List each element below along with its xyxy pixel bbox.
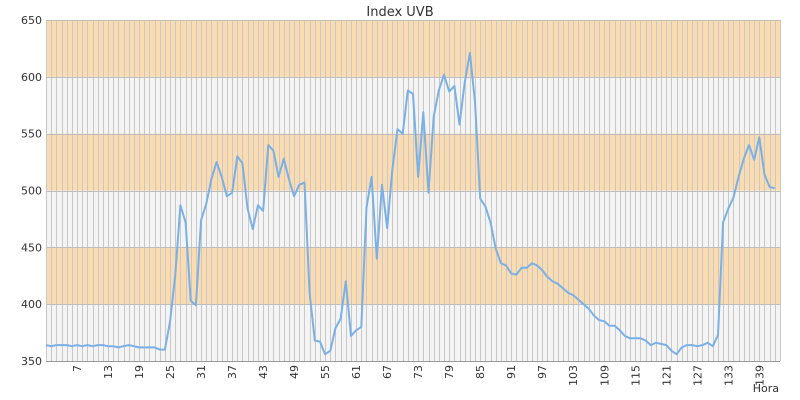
x-tick-label: 139 <box>753 365 766 386</box>
x-tick-label: 25 <box>164 365 177 379</box>
x-tick-label: 127 <box>691 365 704 386</box>
y-tick-label: 450 <box>21 241 42 254</box>
x-tick-label: 73 <box>412 365 425 379</box>
x-tick-label: 37 <box>226 365 239 379</box>
x-tick-label: 103 <box>567 365 580 386</box>
y-tick-label: 400 <box>21 298 42 311</box>
x-tick-label: 97 <box>536 365 549 379</box>
x-tick-label: 109 <box>598 365 611 386</box>
x-axis-title: Hora <box>753 382 779 395</box>
y-tick-label: 500 <box>21 185 42 198</box>
x-tick-label: 7 <box>71 365 84 372</box>
y-axis: 350 400 450 500 550 600 650 <box>21 14 42 368</box>
y-tick-label: 550 <box>21 128 42 141</box>
x-tick-label: 31 <box>195 365 208 379</box>
x-axis: 7 13 19 25 31 37 43 49 55 61 67 73 79 85 91 97 103 109 115… <box>71 365 766 386</box>
gridlines <box>46 20 781 362</box>
x-tick-label: 85 <box>474 365 487 379</box>
x-tick-label: 121 <box>660 365 673 386</box>
x-tick-label: 19 <box>133 365 146 379</box>
x-tick-label: 55 <box>319 365 332 379</box>
series-group <box>45 52 780 362</box>
x-tick-label: 43 <box>257 365 270 379</box>
chart-title: Index UVB <box>366 5 433 20</box>
series-line <box>45 52 776 356</box>
x-tick-label: 67 <box>381 365 394 379</box>
x-tick-label: 49 <box>288 365 301 379</box>
x-tick-label: 115 <box>629 365 642 386</box>
y-tick-label: 600 <box>21 71 42 84</box>
y-tick-label: 650 <box>21 14 42 27</box>
x-tick-label: 91 <box>505 365 518 379</box>
x-tick-label: 79 <box>443 365 456 379</box>
x-tick-label: 13 <box>102 365 115 379</box>
y-tick-label: 350 <box>21 355 42 368</box>
x-tick-label: 61 <box>350 365 363 379</box>
x-tick-label: 133 <box>722 365 735 386</box>
